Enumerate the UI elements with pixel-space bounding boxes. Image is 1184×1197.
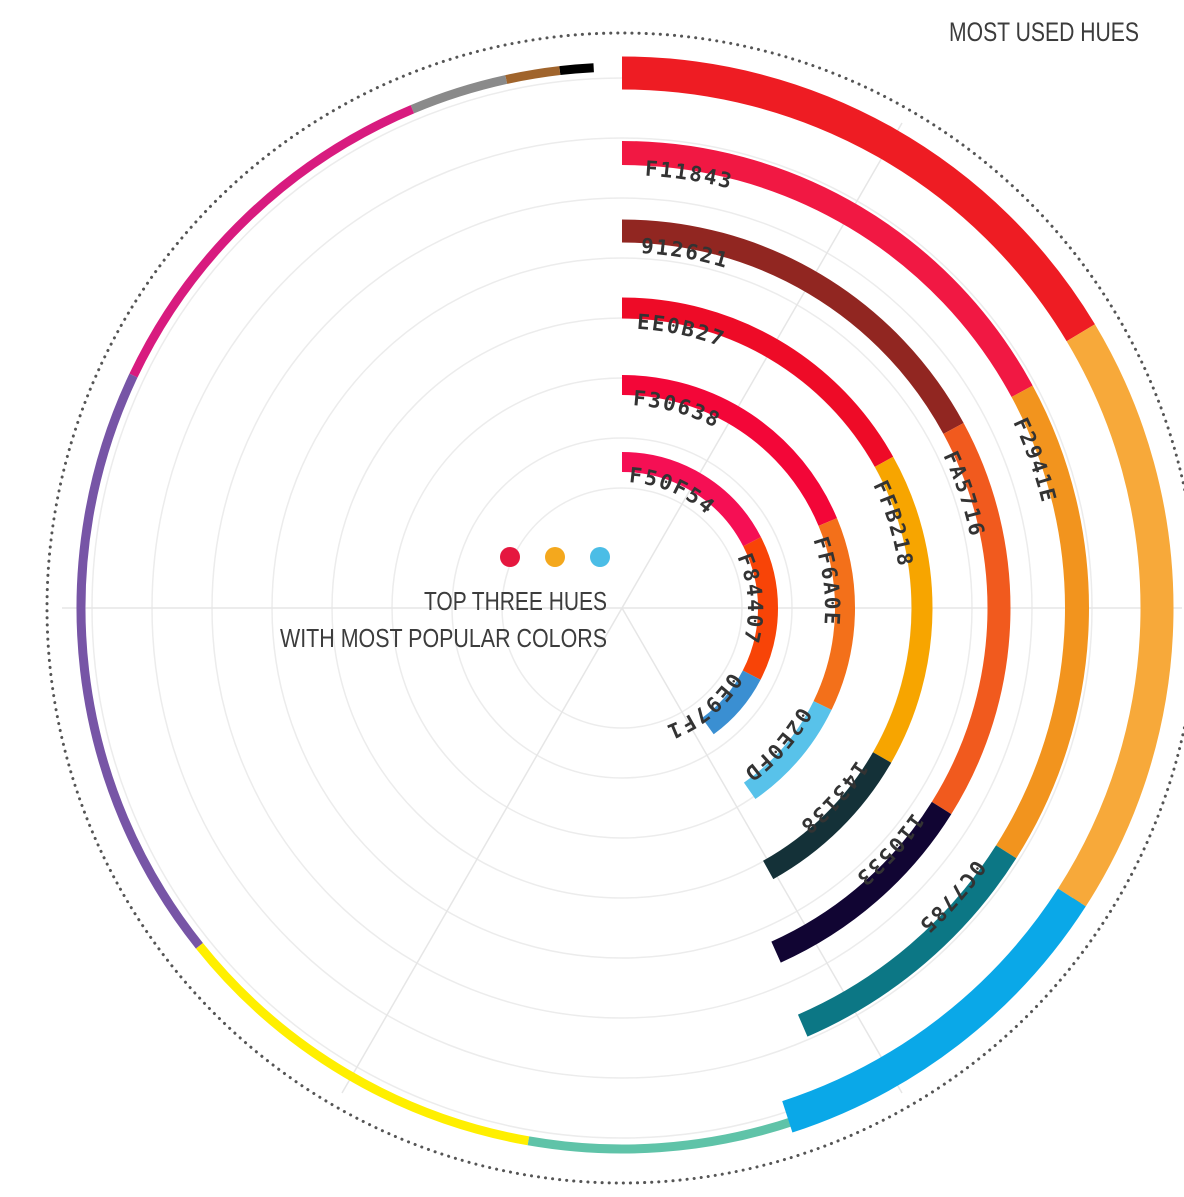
ring-3-segment-2 [873,456,933,763]
ring-4-segment-2 [931,422,1011,815]
legend-dot-blue [590,547,610,567]
ring-1-segment-3 [701,670,761,735]
outer-ring-segment [505,66,561,84]
outer-dotted-border [45,31,1184,1185]
chart-grid [45,31,1184,1185]
legend: TOP THREE HUES WITH MOST POPULAR COLORS [280,547,610,653]
chart-title: MOST USED HUES [949,17,1139,47]
chart-title-group: MOST USED HUES [935,10,1157,52]
ring-3-segment-3 [762,752,892,880]
outer-ring-segment [527,974,1021,1154]
ring-1-segment-2 [742,537,778,680]
outer-ring-segment [559,63,594,76]
ring-2-segment-1 [621,375,837,526]
ring-2-segment-2 [813,518,855,710]
legend-line-2: WITH MOST POPULAR COLORS [280,623,607,653]
ring-2-segment-3 [743,700,832,800]
ring-4-segment-1 [621,219,964,434]
ring-4-segment-3 [771,801,952,963]
ring-6-segment-3 [782,888,1086,1133]
legend-dot-orange [545,547,565,567]
legend-line-1: TOP THREE HUES [424,586,607,616]
ring-5-segment-2 [996,385,1089,859]
ring-3-segment-1 [621,297,894,467]
grid-spoke [621,607,903,1094]
outer-ring-segment [129,105,415,378]
ring-6-segment-1 [621,56,1095,342]
outer-ring-segment [76,373,203,949]
hue-rings [621,56,1174,1133]
ring-5-segment-1 [621,141,1033,398]
ring-5-segment-3 [797,845,1017,1037]
legend-dot-red [500,547,520,567]
grid-spoke [621,122,903,609]
grid-spoke [341,607,623,1094]
outer-ring-segment [195,942,530,1146]
ring-1-segment-1 [621,452,761,547]
outer-ring-segment [410,75,508,114]
ring-6-segment-2 [1058,324,1174,907]
